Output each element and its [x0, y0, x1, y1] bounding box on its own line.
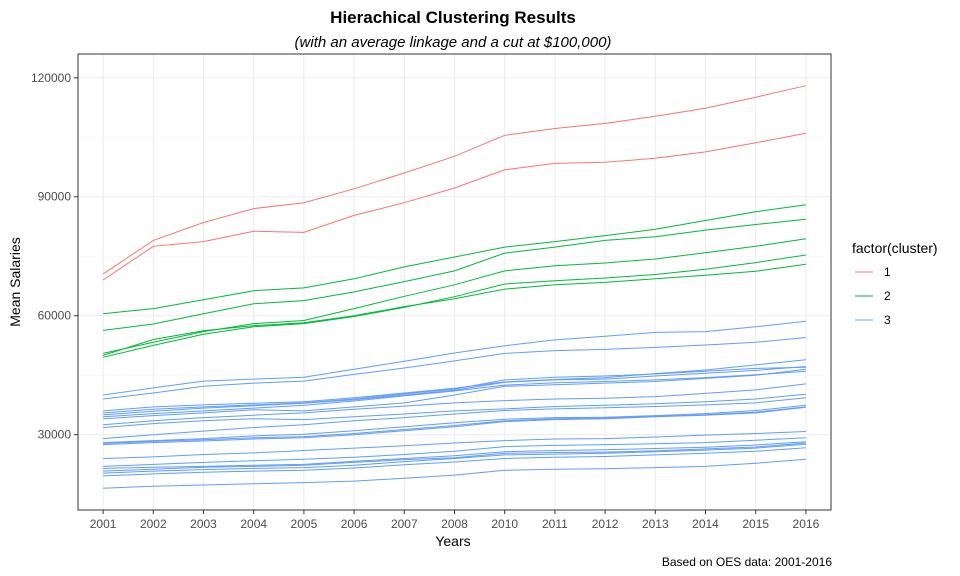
series-line-cluster-3: [103, 366, 806, 414]
legend-title: factor(cluster): [852, 240, 938, 256]
series-line-cluster-2: [102, 263, 806, 356]
series-line-cluster-2: [103, 218, 806, 331]
x-tick-label: 2011: [542, 517, 568, 531]
x-tick-label: 2007: [391, 517, 418, 531]
x-tick-label: 2006: [341, 517, 368, 531]
series-line-cluster-1: [102, 132, 806, 281]
series-line-cluster-3: [103, 441, 806, 469]
x-axis-title: Years: [435, 533, 470, 549]
series-line-cluster-1: [102, 85, 807, 275]
legend-item-1: 1: [853, 262, 891, 282]
chart-title: Hierachical Clustering Results: [330, 8, 576, 27]
x-tick-label: 2002: [140, 517, 167, 531]
x-tick-label: 2003: [190, 517, 217, 531]
x-tick-label: 2001: [90, 517, 117, 531]
x-tick-label: 2008: [441, 517, 468, 531]
legend-item-3: 3: [853, 310, 891, 330]
y-tick-label: 90000: [38, 190, 72, 204]
series-line-cluster-3: [103, 431, 806, 459]
series-line-cluster-3: [103, 320, 806, 396]
x-tick-label: 2016: [793, 517, 820, 531]
chart-subtitle: (with an average linkage and a cut at $1…: [295, 34, 612, 51]
y-axis-title: Mean Salaries: [7, 237, 23, 327]
series-line-cluster-3: [103, 404, 806, 444]
legend: factor(cluster) 1 2 3: [852, 240, 938, 330]
legend-items: 1 2 3: [853, 262, 891, 330]
series-line-cluster-3: [103, 383, 806, 426]
series-line-cluster-3: [103, 393, 806, 428]
series-line-cluster-3: [103, 406, 806, 446]
series-line-cluster-3: [103, 442, 806, 472]
legend-label: 3: [884, 313, 891, 327]
x-tick-label: 2010: [491, 517, 518, 531]
y-tick-label: 60000: [38, 309, 72, 323]
series-line-cluster-3: [103, 437, 806, 467]
y-tick-label: 120000: [31, 71, 71, 85]
series-line-cluster-2: [102, 254, 806, 358]
series-line-cluster-3: [103, 368, 806, 420]
series-line-cluster-3: [103, 443, 806, 474]
series-line-cluster-3: [103, 337, 806, 400]
legend-item-2: 2: [853, 286, 891, 306]
series-lines: [102, 85, 807, 489]
series-line-cluster-2: [103, 204, 806, 315]
series-line-cluster-3: [103, 458, 806, 489]
series-line-cluster-3: [103, 447, 806, 477]
x-tick-label: 2012: [592, 517, 619, 531]
series-line-cluster-3: [103, 359, 806, 412]
series-line-cluster-3: [103, 366, 806, 416]
axis-ticks: 30000 60000 90000 120000 2001 2002 2003 2004 200…: [31, 71, 820, 531]
x-tick-label: 2004: [240, 517, 267, 531]
x-tick-label: 2013: [642, 517, 669, 531]
x-tick-label: 2005: [291, 517, 318, 531]
x-tick-label: 2014: [692, 517, 719, 531]
legend-label: 2: [884, 289, 891, 303]
series-line-cluster-3: [103, 370, 806, 418]
legend-label: 1: [884, 265, 891, 279]
x-tick-label: 2015: [742, 517, 769, 531]
y-tick-label: 30000: [38, 428, 72, 442]
series-line-cluster-3: [103, 397, 806, 440]
chart-caption: Based on OES data: 2001-2016: [662, 555, 832, 569]
